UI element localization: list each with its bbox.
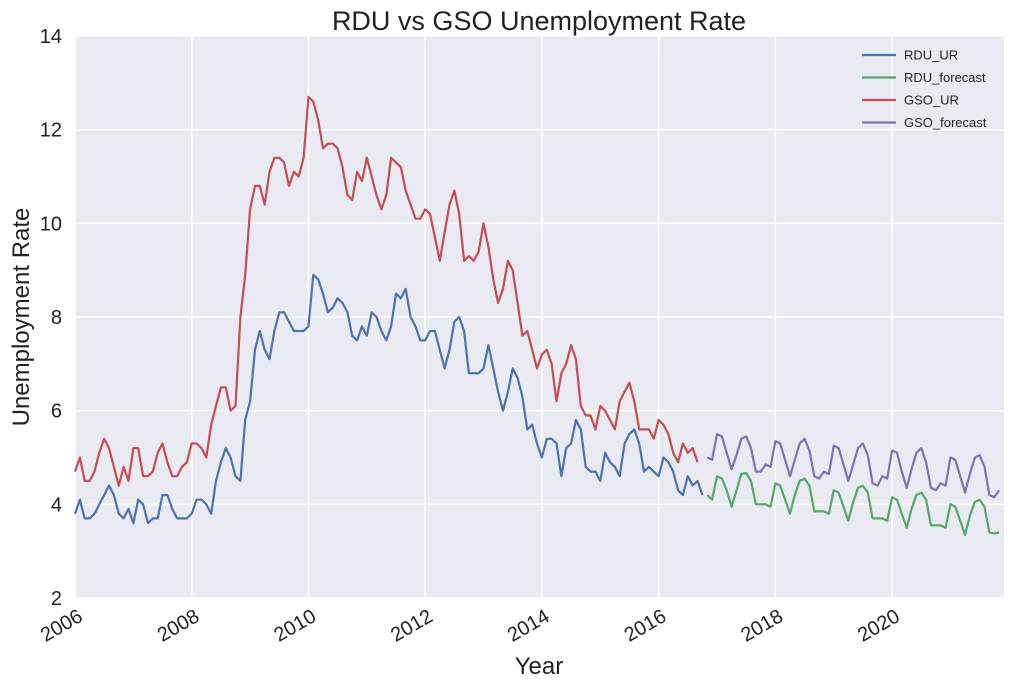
legend-label: RDU_UR [904,48,958,63]
x-tick-label: 2012 [387,605,437,646]
legend-label: GSO_forecast [904,115,987,130]
x-tick-label: 2014 [504,605,554,646]
y-axis-label: Unemployment Rate [8,208,35,427]
y-tick-label: 2 [51,588,62,610]
series-line-rdu-forecast [706,471,1000,536]
series-line-gso-forecast [706,433,1001,499]
series-line-rdu-ur [73,273,704,525]
x-tick-labels: 2006 2008 2010 2012 2014 2016 2018 2020 [37,605,904,646]
legend: RDU_UR RDU_forecast GSO_UR GSO_forecast [862,48,987,130]
y-tick-label: 4 [51,494,62,516]
y-tick-label: 10 [40,213,62,235]
x-tick-label: 2008 [154,605,204,646]
legend-label: GSO_UR [904,93,959,108]
x-tick-label: 2006 [37,605,87,646]
series-line-gso-ur [73,95,699,487]
series-lines [73,95,1001,536]
x-axis-label: Year [515,653,564,680]
y-tick-label: 14 [40,26,62,48]
chart-title: RDU vs GSO Unemployment Rate [332,6,746,36]
x-tick-label: 2016 [621,605,671,646]
x-tick-label: 2018 [737,605,787,646]
y-tick-labels: 2 4 6 8 10 12 14 [40,26,62,610]
x-tick-label: 2020 [854,605,904,646]
y-tick-label: 8 [51,307,62,329]
y-tick-label: 6 [51,401,62,423]
y-tick-label: 12 [40,120,62,142]
legend-label: RDU_forecast [904,70,986,85]
x-tick-label: 2010 [270,605,320,646]
